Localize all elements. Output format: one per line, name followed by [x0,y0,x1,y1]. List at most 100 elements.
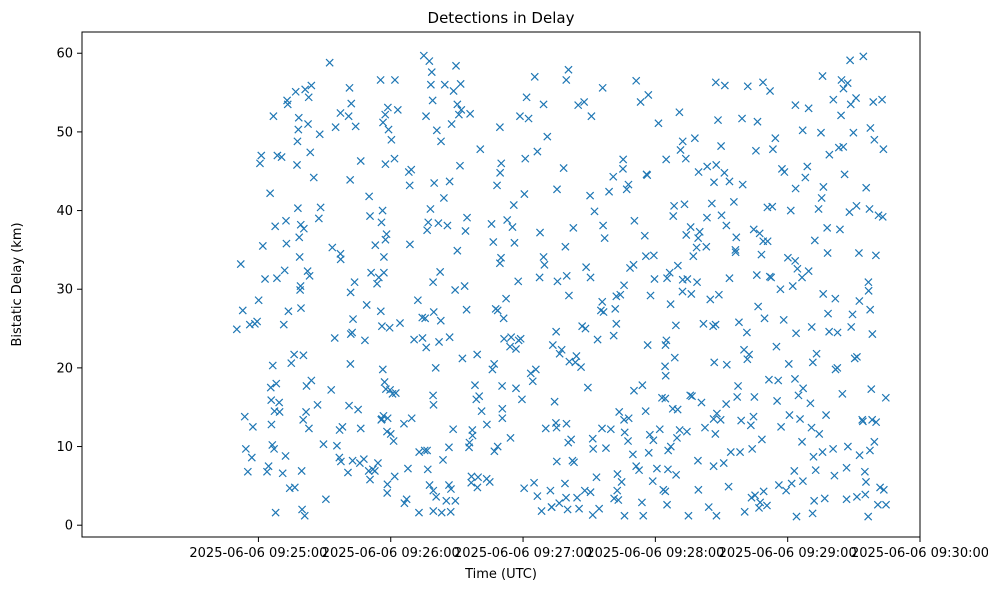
data-point [520,484,529,493]
data-point [467,472,476,481]
data-point [490,447,499,456]
data-point [638,381,647,390]
data-point [793,264,802,273]
data-point [640,231,649,240]
data-point [615,407,624,416]
data-point [552,457,561,466]
data-point [552,423,561,432]
data-point [269,112,278,121]
data-point [275,407,284,416]
data-point [261,274,270,284]
data-point [435,337,444,346]
data-point [238,306,247,315]
data-point [569,458,579,467]
data-point [365,475,375,484]
data-point [791,256,800,265]
x-tick-label: 2025-06-06 09:28:00 [586,546,724,561]
data-point [664,446,673,455]
data-point [858,417,867,426]
data-point [712,409,721,418]
data-point [641,252,650,261]
data-point [622,185,631,194]
data-point [284,307,293,316]
data-point [818,448,827,457]
data-point [684,511,693,520]
data-point [881,393,890,402]
data-point [376,75,385,85]
data-point [791,101,800,110]
data-point [837,111,846,120]
data-point [373,279,382,288]
data-point [771,134,780,143]
data-point [792,329,801,338]
data-point [734,318,743,327]
data-point [500,334,509,343]
data-point [302,407,311,416]
data-point [331,123,340,132]
data-point [381,110,390,119]
data-point [434,219,443,228]
data-point [598,83,607,92]
data-point [852,94,861,103]
data-point [811,466,820,475]
data-point [612,319,621,328]
data-point [365,212,375,221]
data-point [742,328,751,337]
data-point [476,145,485,154]
data-point [306,148,315,157]
data-point [296,282,305,291]
data-point [713,116,723,125]
data-point [661,487,670,496]
data-point [430,179,439,188]
data-point [865,204,874,214]
data-point [315,130,324,139]
y-axis: 0 10 20 30 40 50 60 [56,47,82,534]
data-point [291,87,300,96]
data-point [755,229,764,238]
data-point [824,309,833,318]
data-point [782,486,791,495]
data-point [829,444,838,453]
data-point [370,466,379,475]
data-point [423,465,432,474]
data-point [597,424,607,433]
data-point [643,171,652,180]
data-point [868,330,877,339]
data-point [623,437,633,446]
data-point [815,429,824,438]
data-point [629,260,638,269]
data-point [562,271,571,280]
data-point [429,308,438,317]
data-point [817,193,826,202]
data-point [711,320,720,329]
data-point [378,206,387,215]
data-point [463,213,472,222]
data-point [460,282,469,291]
data-point [426,80,435,89]
data-point [272,274,281,283]
data-point [533,147,542,156]
x-tick-label: 2025-06-06 09:30:00 [851,546,988,561]
data-point [599,308,608,317]
data-point [562,419,571,428]
data-point [381,160,390,169]
data-point [275,398,284,407]
data-point [645,430,654,439]
data-point [678,137,687,146]
data-point [429,486,438,495]
data-point [753,117,762,126]
data-point [510,238,519,247]
data-point [522,93,531,102]
data-point [413,296,422,305]
data-point [590,207,599,216]
data-point [290,483,299,492]
data-point [508,223,517,232]
data-point [717,211,726,220]
data-point [390,75,399,85]
data-point [814,204,823,214]
data-point [745,350,754,359]
data-point [835,225,844,234]
data-point [356,156,365,166]
data-point [526,369,535,378]
data-point [410,335,419,344]
